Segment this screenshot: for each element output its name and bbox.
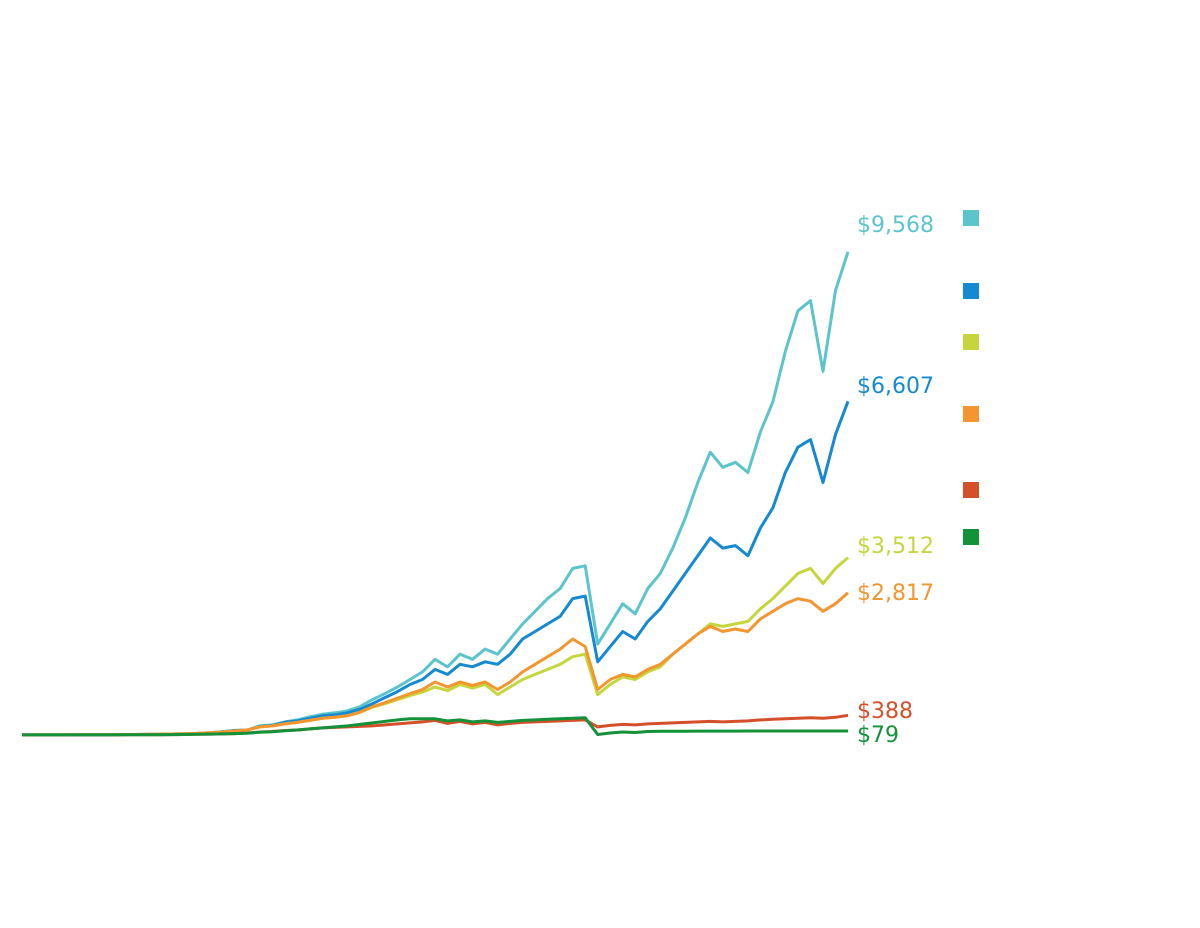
end-value-label-1: $9,568 — [857, 213, 934, 238]
legend — [963, 210, 979, 545]
legend-swatch-2 — [963, 283, 979, 299]
legend-swatch-6 — [963, 529, 979, 545]
series-lines — [22, 251, 850, 737]
series-line-4 — [22, 591, 849, 737]
series-line-2 — [22, 400, 850, 737]
legend-swatch-1 — [963, 210, 979, 226]
series-line-1 — [22, 251, 850, 737]
series-line-6 — [22, 716, 848, 737]
end-value-label-4: $2,817 — [857, 581, 934, 606]
legend-swatch-4 — [963, 406, 979, 422]
end-labels: $9,568 $6,607 $3,512 $2,817 $388$79 — [857, 213, 934, 748]
end-value-label-2: $6,607 — [857, 374, 934, 399]
legend-swatch-5 — [963, 482, 979, 498]
legend-swatch-3 — [963, 334, 979, 350]
series-line-3 — [22, 556, 849, 737]
end-value-label-3: $3,512 — [857, 534, 934, 559]
end-value-label-6: $79 — [857, 723, 899, 748]
end-value-label-5: $388 — [857, 699, 913, 724]
